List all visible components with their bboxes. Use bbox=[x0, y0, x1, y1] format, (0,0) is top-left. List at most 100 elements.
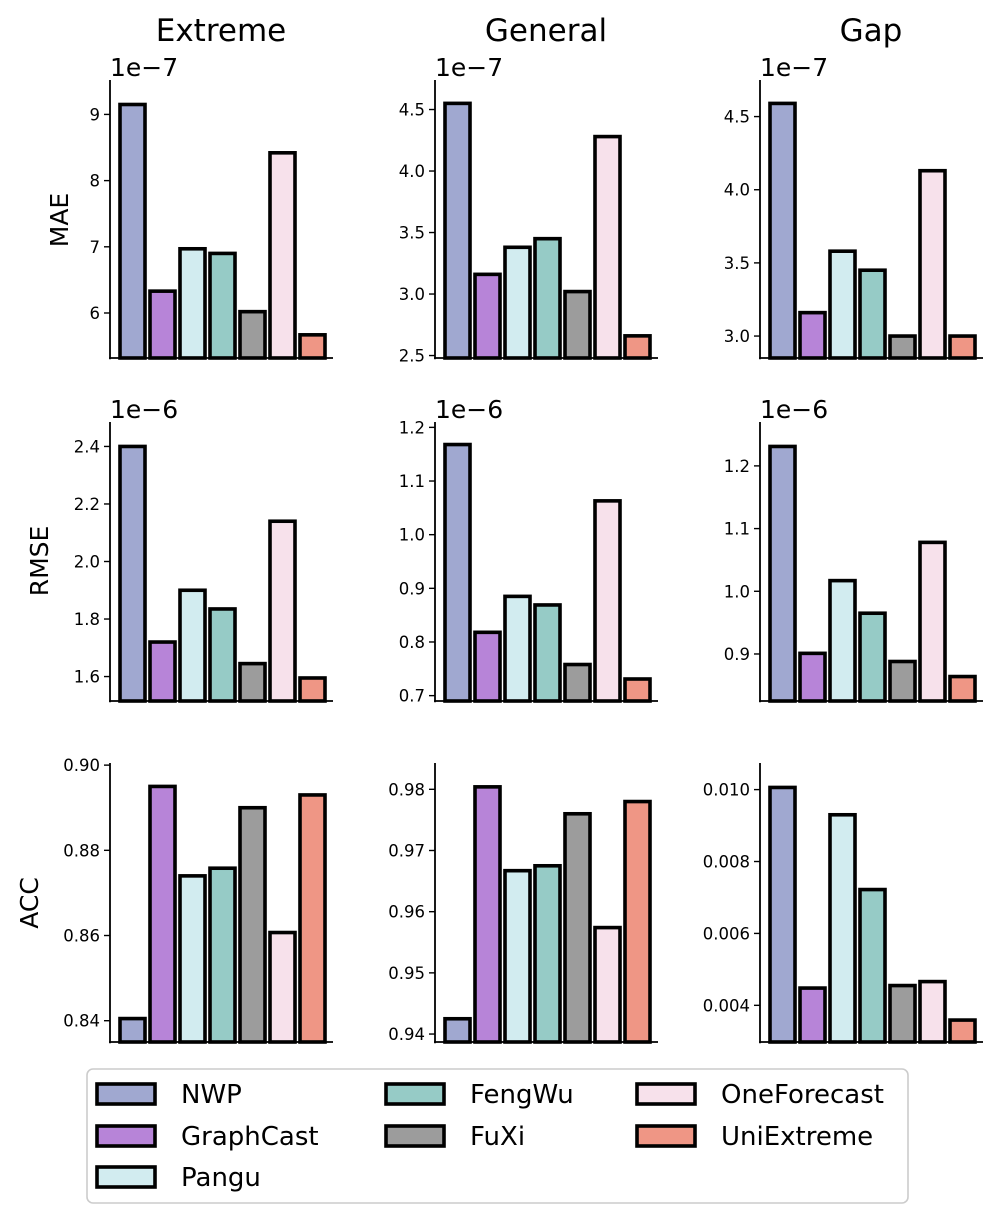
bar-acc-extreme-fuxi bbox=[238, 805, 267, 1044]
bar-mae-extreme-fuxi bbox=[238, 309, 267, 360]
bar-mae-extreme-graphcast bbox=[148, 289, 177, 360]
bar-rmse-gap-fuxi bbox=[888, 659, 917, 703]
ytick-label-acc-extreme-3: 0.90 bbox=[63, 756, 100, 775]
legend-swatch-nwp bbox=[95, 1082, 157, 1106]
bar-mae-gap-pangu bbox=[828, 249, 857, 360]
ytick-label-acc-extreme-2: 0.88 bbox=[63, 841, 100, 860]
legend-frame bbox=[86, 1068, 909, 1204]
ytick-label-rmse-general-0: 0.7 bbox=[399, 687, 425, 706]
bar-acc-extreme-oneforecast bbox=[268, 930, 297, 1044]
bar-acc-general-nwp bbox=[443, 1016, 472, 1044]
bar-mae-general-nwp bbox=[443, 101, 472, 360]
bar-mae-general-oneforecast bbox=[593, 134, 622, 360]
bar-rmse-gap-nwp bbox=[768, 444, 797, 703]
ytick-label-mae-extreme-1: 7 bbox=[90, 238, 101, 257]
legend-label-fuxi: FuXi bbox=[470, 1122, 525, 1152]
column-title-extreme: Extreme bbox=[156, 13, 287, 49]
ytick-label-acc-extreme-1: 0.86 bbox=[63, 927, 100, 946]
bar-acc-extreme-fengwu bbox=[208, 866, 237, 1044]
bar-rmse-gap-pangu bbox=[828, 578, 857, 703]
bar-acc-gap-oneforecast bbox=[918, 979, 947, 1044]
offset-label-mae-gap: 1e−7 bbox=[760, 53, 828, 82]
bar-rmse-gap-graphcast bbox=[798, 651, 827, 703]
bar-rmse-gap-fengwu bbox=[858, 611, 887, 703]
ytick-label-mae-gap-3: 4.5 bbox=[724, 108, 750, 127]
bar-acc-gap-pangu bbox=[828, 812, 857, 1044]
bar-mae-gap-graphcast bbox=[798, 310, 827, 360]
bar-rmse-extreme-graphcast bbox=[148, 640, 177, 703]
legend-entry-graphcast: GraphCast bbox=[95, 1122, 319, 1152]
legend-label-pangu: Pangu bbox=[181, 1163, 261, 1193]
legend-swatch-uniextreme bbox=[635, 1124, 697, 1148]
bar-rmse-general-pangu bbox=[503, 594, 532, 703]
offset-label-rmse-extreme: 1e−6 bbox=[110, 395, 178, 424]
bar-mae-gap-fuxi bbox=[888, 334, 917, 360]
panel-mae-gap: 3.0 3.5 4.0 4.5 1e−7 bbox=[724, 53, 983, 360]
bar-acc-gap-nwp bbox=[768, 785, 797, 1044]
panel-acc-extreme: 0.84 0.86 0.88 0.90 bbox=[63, 756, 333, 1044]
ytick-label-acc-gap-0: 0.004 bbox=[703, 996, 750, 1015]
bar-acc-general-graphcast bbox=[473, 785, 502, 1044]
bar-acc-gap-graphcast bbox=[798, 986, 827, 1044]
ytick-label-acc-general-3: 0.97 bbox=[388, 841, 425, 860]
ytick-label-acc-general-0: 0.94 bbox=[388, 1025, 425, 1044]
ytick-label-mae-extreme-0: 6 bbox=[90, 304, 101, 323]
legend-swatch-fuxi bbox=[384, 1124, 446, 1148]
legend-label-graphcast: GraphCast bbox=[181, 1122, 319, 1152]
offset-label-rmse-gap: 1e−6 bbox=[760, 395, 828, 424]
bar-mae-extreme-uniextreme bbox=[298, 333, 327, 360]
ytick-label-rmse-general-4: 1.1 bbox=[399, 472, 425, 491]
legend-entry-pangu: Pangu bbox=[95, 1163, 261, 1193]
ytick-label-rmse-gap-1: 1.0 bbox=[724, 582, 750, 601]
ytick-label-acc-general-1: 0.95 bbox=[388, 964, 425, 983]
legend-swatch-oneforecast bbox=[635, 1082, 697, 1106]
bar-rmse-general-fuxi bbox=[563, 662, 592, 703]
bar-acc-general-uniextreme bbox=[623, 799, 652, 1044]
ytick-label-rmse-extreme-2: 2.0 bbox=[74, 553, 100, 572]
row-label-mae: MAE bbox=[45, 193, 74, 247]
ytick-label-mae-general-0: 2.5 bbox=[399, 347, 425, 366]
offset-label-mae-general: 1e−7 bbox=[435, 53, 503, 82]
legend-label-nwp: NWP bbox=[181, 1080, 242, 1110]
panel-mae-extreme: 6 7 8 9 1e−7 bbox=[90, 53, 333, 360]
legend-entry-oneforecast: OneForecast bbox=[635, 1080, 884, 1110]
bar-rmse-general-oneforecast bbox=[593, 499, 622, 703]
bar-mae-general-fuxi bbox=[563, 289, 592, 360]
bar-mae-gap-oneforecast bbox=[918, 168, 947, 360]
bar-rmse-general-nwp bbox=[443, 442, 472, 703]
panel-acc-gap: 0.004 0.006 0.008 0.010 bbox=[703, 763, 983, 1044]
bar-rmse-extreme-fuxi bbox=[238, 661, 267, 703]
legend-swatch-fengwu bbox=[384, 1082, 446, 1106]
bar-mae-gap-uniextreme bbox=[948, 334, 977, 360]
ytick-label-rmse-general-3: 1.0 bbox=[399, 526, 425, 545]
ytick-label-mae-gap-0: 3.0 bbox=[724, 327, 750, 346]
legend-swatch-graphcast bbox=[95, 1124, 157, 1148]
ytick-label-rmse-gap-0: 0.9 bbox=[724, 645, 750, 664]
panel-rmse-general: 0.7 0.8 0.9 1.0 1.1 1.2 1e−6 bbox=[399, 395, 658, 706]
column-title-gap: Gap bbox=[840, 13, 903, 49]
bar-mae-general-pangu bbox=[503, 245, 532, 360]
ytick-label-acc-general-4: 0.98 bbox=[388, 780, 425, 799]
ytick-label-rmse-gap-2: 1.1 bbox=[724, 520, 750, 539]
bar-acc-gap-fuxi bbox=[888, 983, 917, 1044]
bar-acc-extreme-uniextreme bbox=[298, 793, 327, 1044]
column-titles: Extreme General Gap bbox=[156, 13, 903, 49]
bar-acc-gap-fengwu bbox=[858, 887, 887, 1044]
ytick-label-acc-extreme-0: 0.84 bbox=[63, 1012, 100, 1031]
ytick-label-rmse-extreme-4: 2.4 bbox=[74, 437, 100, 456]
bar-rmse-extreme-uniextreme bbox=[298, 676, 327, 703]
ytick-label-rmse-extreme-0: 1.6 bbox=[74, 668, 100, 687]
bar-rmse-general-graphcast bbox=[473, 630, 502, 703]
ytick-label-mae-gap-1: 3.5 bbox=[724, 254, 750, 273]
column-title-general: General bbox=[485, 13, 607, 49]
bar-acc-gap-uniextreme bbox=[948, 1018, 977, 1044]
legend-label-fengwu: FengWu bbox=[470, 1080, 574, 1110]
bar-acc-general-fuxi bbox=[563, 811, 592, 1044]
offset-label-rmse-general: 1e−6 bbox=[435, 395, 503, 424]
bar-acc-general-pangu bbox=[503, 868, 532, 1044]
bar-rmse-general-uniextreme bbox=[623, 677, 652, 703]
ytick-label-rmse-general-5: 1.2 bbox=[399, 418, 425, 437]
bar-rmse-extreme-oneforecast bbox=[268, 519, 297, 703]
bar-mae-general-uniextreme bbox=[623, 334, 652, 360]
bar-rmse-gap-uniextreme bbox=[948, 674, 977, 703]
